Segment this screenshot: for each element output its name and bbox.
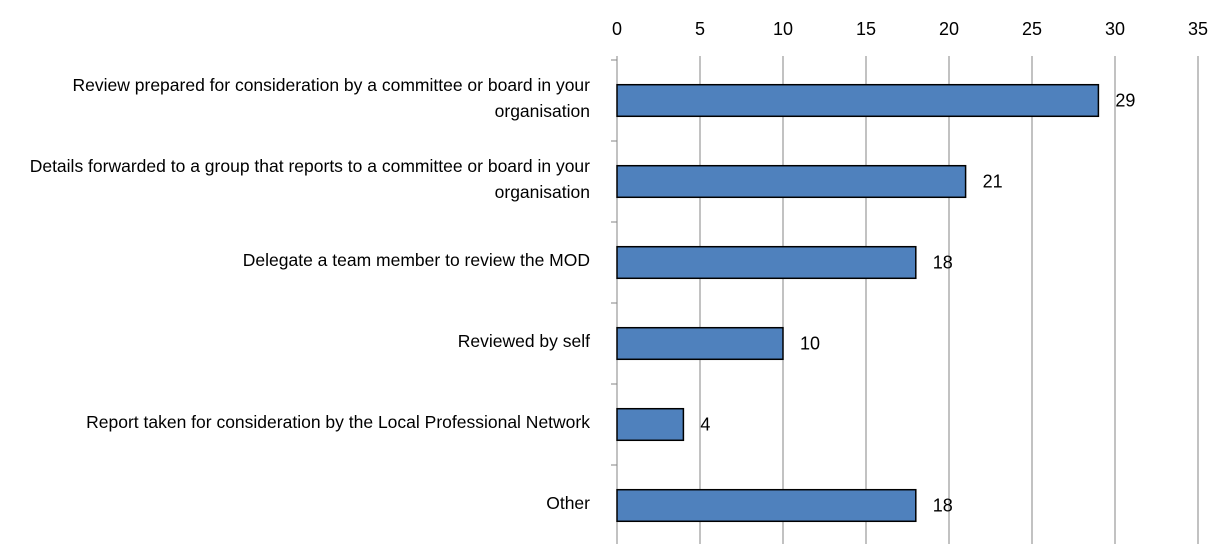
bar bbox=[616, 488, 917, 523]
value-label: 18 bbox=[933, 252, 953, 272]
y-tick-label: Other bbox=[546, 492, 590, 513]
x-tick-label: 35 bbox=[1188, 19, 1208, 39]
x-tick-label: 25 bbox=[1022, 19, 1042, 39]
x-tick-label: 0 bbox=[612, 19, 622, 39]
x-tick-label: 15 bbox=[856, 19, 876, 39]
y-tick-label: Delegate a team member to review the MOD bbox=[242, 249, 590, 270]
bar bbox=[616, 407, 685, 442]
x-tick-label: 5 bbox=[695, 19, 705, 39]
y-tick-label: Review prepared for consideration by a c… bbox=[72, 74, 590, 121]
y-tick-label: Report taken for consideration by the Lo… bbox=[86, 411, 590, 432]
value-label: 10 bbox=[800, 333, 820, 353]
x-tick-label: 30 bbox=[1105, 19, 1125, 39]
value-label: 4 bbox=[700, 414, 710, 434]
bar bbox=[616, 83, 1100, 118]
bar bbox=[616, 245, 917, 280]
value-label: 29 bbox=[1115, 90, 1135, 110]
bar bbox=[616, 326, 784, 361]
y-tick-label: Reviewed by self bbox=[457, 330, 590, 351]
x-tick-label: 10 bbox=[773, 19, 793, 39]
bar bbox=[616, 164, 967, 199]
y-tick-label: Details forwarded to a group that report… bbox=[29, 155, 590, 202]
x-tick-label: 20 bbox=[939, 19, 959, 39]
value-label: 18 bbox=[933, 495, 953, 515]
value-label: 21 bbox=[983, 171, 1003, 191]
